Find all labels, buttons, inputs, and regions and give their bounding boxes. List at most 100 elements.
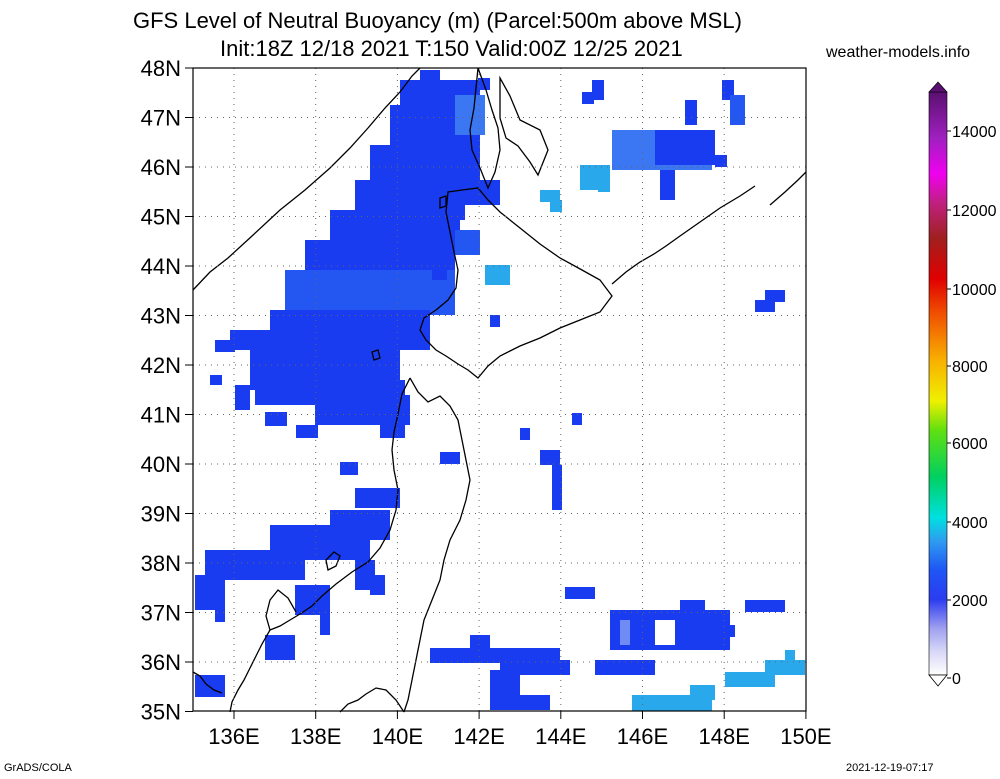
- lnb-cell: [730, 95, 745, 125]
- colorbar-label: 8000: [952, 359, 988, 376]
- colorbar-label: 10000: [952, 282, 997, 299]
- lnb-cell: [598, 180, 610, 192]
- lat-tick-label: 36N: [141, 650, 181, 675]
- lat-tick-label: 46N: [141, 155, 181, 180]
- lnb-cell: [270, 525, 310, 550]
- lnb-cell: [215, 340, 235, 352]
- lnb-cell: [552, 465, 562, 510]
- lnb-cell: [720, 625, 735, 637]
- lnb-cell: [785, 650, 795, 662]
- lnb-field: [195, 70, 805, 711]
- lon-axis: 136E 138E 140E 142E 144E 146E 148E 150E: [208, 711, 832, 749]
- lnb-cell: [690, 685, 715, 700]
- lnb-cell: [210, 375, 222, 385]
- lat-tick-label: 48N: [141, 56, 181, 81]
- footer-right: 2021-12-19-07:17: [846, 762, 934, 774]
- lat-tick-label: 39N: [141, 502, 181, 527]
- lat-tick-label: 37N: [141, 601, 181, 626]
- coastline: [192, 67, 807, 713]
- colorbar-label: 2000: [952, 593, 988, 610]
- gridlines: [193, 68, 806, 711]
- lon-tick-label: 146E: [617, 724, 668, 749]
- lat-tick-label: 40N: [141, 452, 181, 477]
- lnb-cell: [765, 290, 785, 302]
- lnb-cell: [340, 462, 358, 475]
- lnb-cell: [490, 315, 500, 327]
- lat-axis: 48N 47N 46N 45N 44N 43N 42N 41N 40N 39N 38N 37N 36N 3…: [141, 56, 193, 725]
- colorbar-label: 12000: [952, 203, 997, 220]
- lnb-cell: [655, 130, 715, 165]
- lnb-cell: [755, 300, 775, 312]
- page-subtitle: Init:18Z 12/18 2021 T:150 Valid:00Z 12/2…: [220, 36, 683, 61]
- lat-tick-label: 35N: [141, 700, 181, 725]
- lnb-cell: [685, 100, 697, 125]
- lnb-cell: [520, 695, 550, 710]
- lnb-cell: [265, 412, 287, 426]
- colorbar-label: 0: [952, 671, 961, 688]
- lnb-cell: [655, 620, 675, 645]
- lnb-cell: [490, 670, 520, 710]
- lon-tick-label: 150E: [780, 724, 831, 749]
- lnb-cell: [430, 648, 560, 663]
- footer-left: GrADS/COLA: [4, 762, 72, 774]
- lnb-cell: [230, 330, 290, 350]
- lnb-cell: [550, 200, 562, 212]
- lnb-cell: [680, 600, 705, 615]
- lon-tick-label: 136E: [208, 724, 259, 749]
- colorbar-label: 6000: [952, 436, 988, 453]
- lon-tick-label: 144E: [535, 724, 586, 749]
- page-title: GFS Level of Neutral Buoyancy (m) (Parce…: [133, 8, 742, 33]
- lat-tick-label: 38N: [141, 551, 181, 576]
- lnb-cell: [540, 190, 560, 202]
- colorbar-label: 14000: [952, 124, 997, 141]
- lon-tick-label: 142E: [453, 724, 504, 749]
- lnb-cell: [235, 385, 250, 410]
- lnb-cell: [572, 413, 582, 425]
- lnb-cell: [582, 92, 594, 104]
- lnb-cell: [320, 615, 330, 635]
- lnb-cell: [470, 635, 490, 650]
- lnb-cell: [370, 575, 385, 595]
- lnb-cell: [296, 425, 318, 438]
- lnb-cell: [265, 635, 295, 660]
- lnb-cell: [595, 660, 655, 675]
- lnb-cell: [745, 600, 785, 612]
- lnb-cell: [725, 672, 775, 687]
- lnb-cell: [295, 585, 330, 615]
- lnb-cell: [380, 420, 405, 438]
- lnb-cell: [620, 620, 630, 645]
- lat-tick-label: 43N: [141, 304, 181, 329]
- lnb-cell: [485, 265, 510, 285]
- lnb-cell: [520, 428, 530, 440]
- lnb-cell: [565, 587, 595, 599]
- lnb-cell: [432, 265, 447, 280]
- lat-tick-label: 47N: [141, 106, 181, 131]
- lnb-cell: [440, 452, 460, 464]
- lon-tick-label: 148E: [699, 724, 750, 749]
- lnb-cell: [715, 155, 727, 167]
- lnb-cell: [660, 170, 675, 200]
- colorbar-label: 4000: [952, 515, 988, 532]
- lat-tick-label: 41N: [141, 403, 181, 428]
- lnb-cell: [765, 660, 805, 675]
- lnb-cell: [270, 310, 430, 350]
- lnb-cell: [540, 450, 560, 465]
- lnb-cell: [355, 488, 400, 508]
- lnb-cell: [592, 80, 604, 100]
- lnb-cell: [460, 180, 500, 205]
- lnb-cell: [455, 230, 480, 255]
- lnb-cell: [420, 70, 440, 82]
- lnb-cell: [195, 675, 225, 697]
- lat-tick-label: 42N: [141, 353, 181, 378]
- plot-frame: [192, 67, 807, 712]
- lon-tick-label: 140E: [372, 724, 423, 749]
- site-credit: weather-models.info: [826, 44, 971, 61]
- lat-tick-label: 44N: [141, 254, 181, 279]
- colorbar: 14000 12000 10000 8000 6000 4000 2000 0: [928, 81, 997, 688]
- lnb-cell: [195, 575, 225, 610]
- lnb-cell: [285, 270, 455, 315]
- lnb-cell: [215, 610, 225, 622]
- lat-tick-label: 45N: [141, 205, 181, 230]
- lon-tick-label: 138E: [290, 724, 341, 749]
